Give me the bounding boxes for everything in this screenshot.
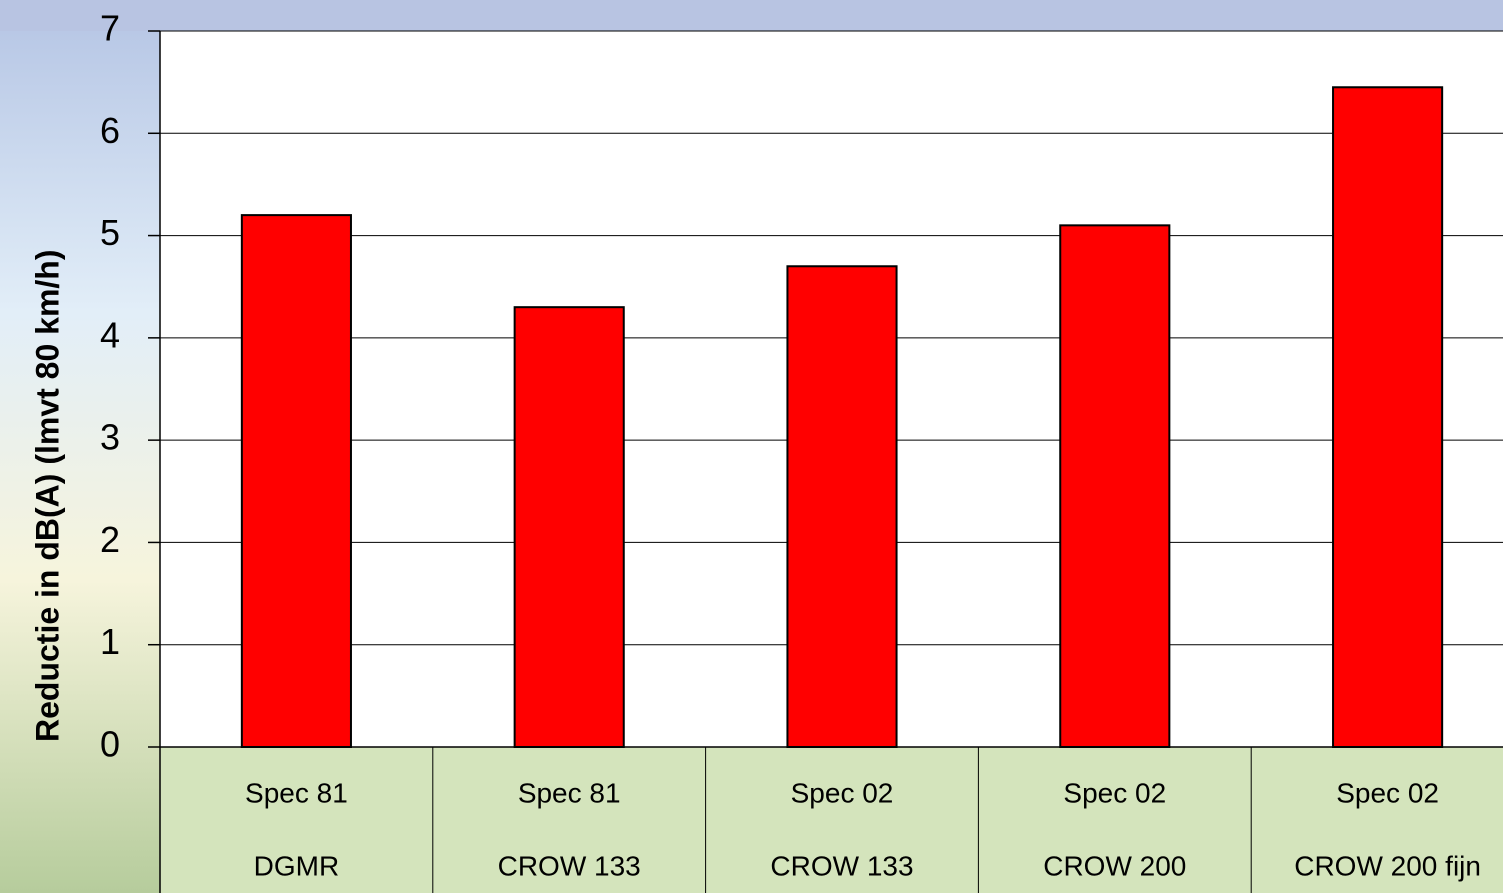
y-tick-label: 2 [100,519,120,560]
bar [513,306,625,748]
x-tick-label: Spec 81 [518,777,621,808]
y-tick-label: 6 [100,110,120,151]
x-tick-label: CROW 133 [498,850,641,881]
y-tick-label: 4 [100,314,120,355]
bar [786,265,898,748]
x-tick-label: Spec 02 [791,777,894,808]
x-tick-label: Spec 81 [245,777,348,808]
x-tick-label: Spec 02 [1336,777,1439,808]
bar [1332,86,1444,748]
y-tick-label: 1 [100,621,120,662]
x-tick-label: CROW 200 [1043,850,1186,881]
top-band [0,0,1503,31]
x-tick-label: Spec 02 [1063,777,1166,808]
y-axis-label: Reductie in dB(A) (lmvt 80 km/h) [29,250,65,743]
x-tick-label: DGMR [254,850,340,881]
category-band [160,747,1503,893]
bar [1059,224,1171,749]
x-tick-label: CROW 133 [770,850,913,881]
y-tick-label: 0 [100,724,120,765]
x-tick-label: CROW 200 fijn [1294,850,1481,881]
y-tick-label: 5 [100,212,120,253]
y-tick-label: 7 [100,8,120,49]
y-tick-label: 3 [100,417,120,458]
bar [240,214,352,749]
